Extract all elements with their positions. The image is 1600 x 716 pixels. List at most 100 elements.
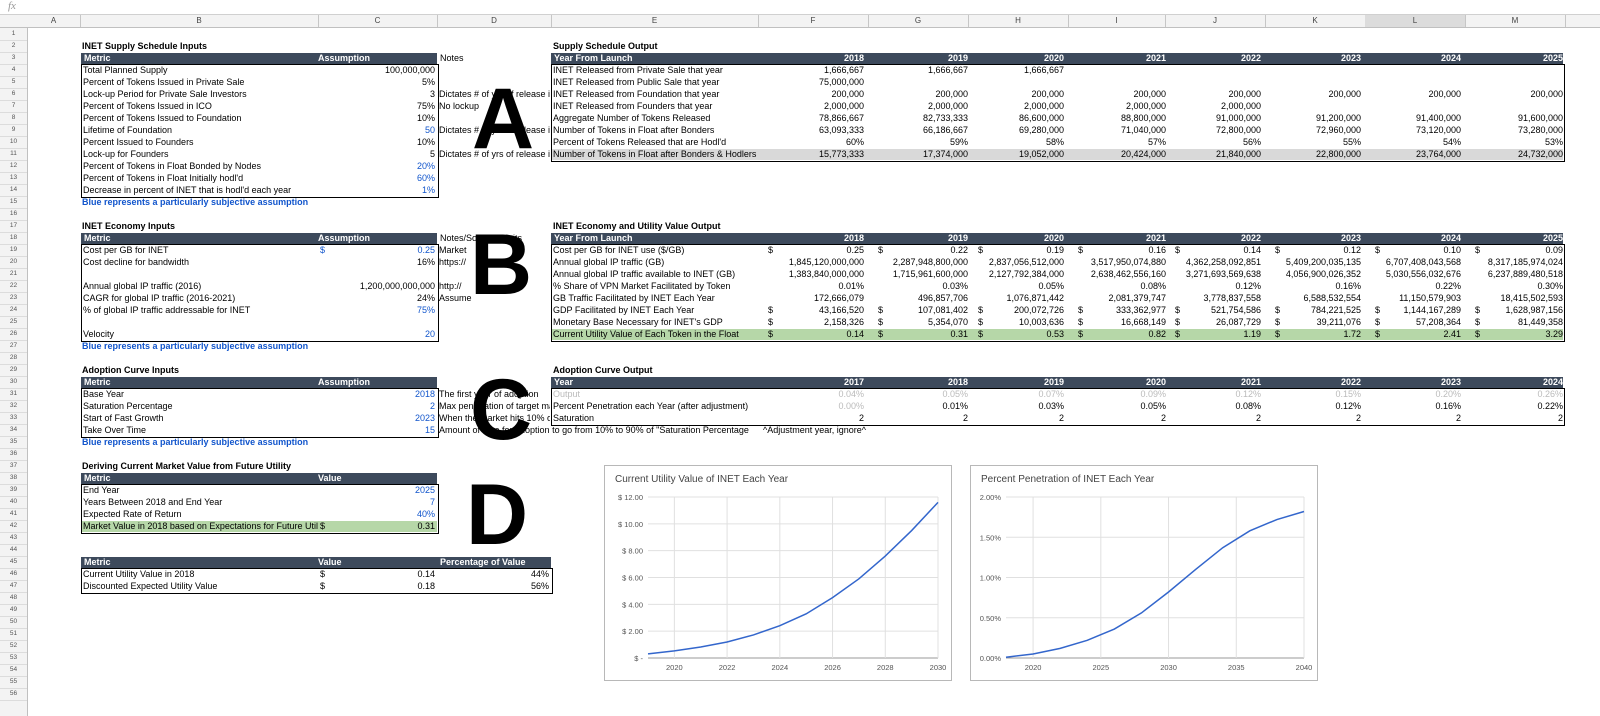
year-header[interactable]: 2019 [947,53,968,63]
year-header[interactable]: 2021 [1145,53,1166,63]
output-label[interactable]: Number of Tokens in Float after Bonders … [553,149,757,159]
currency[interactable]: $ [320,581,326,591]
output-value[interactable]: 91,000,000 [1215,113,1261,123]
output-value[interactable]: 200,000 [1530,89,1563,99]
footnote[interactable]: Blue represents a particularly subjectiv… [82,197,309,207]
header-cell[interactable]: Value [318,473,342,483]
output-value[interactable]: 0.26% [1537,389,1563,399]
column-header[interactable]: I [1068,15,1166,27]
input-value[interactable]: 3 [429,89,435,99]
input-label[interactable]: End Year [83,485,120,495]
output-value[interactable]: 0.16% [1435,401,1461,411]
input-value[interactable]: 75% [416,305,435,315]
currency[interactable]: $ [320,569,326,579]
input-label[interactable]: Lifetime of Foundation [83,125,173,135]
row-header[interactable]: 7 [0,100,27,113]
output-value[interactable]: 2 [1455,413,1461,423]
output-value[interactable]: 1.19 [1243,329,1261,339]
row-header[interactable]: 22 [0,280,27,293]
input-label[interactable]: Lock-up Period for Private Sale Investor… [83,89,247,99]
input-value[interactable]: 1% [421,185,435,195]
row-header[interactable]: 16 [0,208,27,221]
output-value[interactable]: 39,211,076 [1316,317,1361,327]
row-header[interactable]: 46 [0,568,27,581]
output-value[interactable]: 0.15% [1335,389,1361,399]
output-value[interactable]: 0.16% [1335,281,1361,291]
year-header[interactable]: 2025 [1542,233,1563,243]
output-value[interactable]: 56% [1242,137,1261,147]
output-value[interactable]: 2 [1255,413,1261,423]
currency[interactable]: $ [320,521,326,531]
output-value[interactable]: 6,588,532,554 [1303,293,1361,303]
year-header[interactable]: 2017 [843,377,864,387]
row-header[interactable]: 25 [0,316,27,329]
input-value[interactable]: 75% [416,101,435,111]
output-value[interactable]: 333,362,977 [1115,305,1166,315]
column-header[interactable]: B [80,15,319,27]
output-value[interactable]: 69,280,000 [1018,125,1064,135]
row-header[interactable]: 24 [0,304,27,317]
output-value[interactable]: 86,600,000 [1018,113,1064,123]
input-note[interactable]: When the market hits 10% of [439,413,550,423]
row-header[interactable]: 21 [0,268,27,281]
output-label[interactable]: Output [553,389,581,399]
row-header[interactable]: 6 [0,88,27,101]
output-value[interactable]: 1,666,667 [927,65,968,75]
output-value[interactable]: 72,800,000 [1215,125,1261,135]
year-header[interactable]: 2020 [1043,233,1064,243]
output-value[interactable]: 73,280,000 [1517,125,1563,135]
output-value[interactable]: 0.25 [846,245,864,255]
output-label[interactable]: Annual global IP traffic available to IN… [553,269,736,279]
section-title[interactable]: Adoption Curve Inputs [82,365,179,375]
output-value[interactable]: 5,354,070 [927,317,968,327]
input-label[interactable]: Percent of Tokens Issued in Private Sale [83,77,245,87]
output-value[interactable]: 200,072,726 [1013,305,1064,315]
output-value[interactable]: 0.82 [1148,329,1166,339]
input-value[interactable]: 0.25 [417,245,435,255]
row-header[interactable]: 8 [0,112,27,125]
output-value[interactable]: 18,415,502,593 [1500,293,1563,303]
output-value[interactable]: 3.29 [1545,329,1563,339]
output-value[interactable]: 2,000,000 [823,101,864,111]
year-header[interactable]: 2023 [1440,377,1461,387]
output-value[interactable]: 23,764,000 [1415,149,1461,159]
year-header[interactable]: 2022 [1240,233,1261,243]
input-value[interactable]: 7 [429,497,435,507]
row-header[interactable]: 29 [0,364,27,377]
input-value[interactable]: 15 [424,425,435,435]
row-header[interactable]: 54 [0,664,27,677]
input-label[interactable]: Saturation Percentage [83,401,173,411]
row-header[interactable]: 52 [0,640,27,653]
input-note[interactable]: The first year of adoption [439,389,539,399]
output-value[interactable]: 0.01% [942,401,968,411]
year-header[interactable]: 2019 [947,233,968,243]
output-value[interactable]: 2,287,948,800,000 [892,257,968,267]
output-value[interactable]: 2,000,000 [927,101,968,111]
output-value[interactable]: 0.09% [1140,389,1166,399]
output-label[interactable]: GDP Facilitated by INET Each Year [553,305,695,315]
row-header[interactable]: 56 [0,688,27,701]
row-header[interactable]: 48 [0,592,27,605]
chart-utility-value[interactable]: Current Utility Value of INET Each Year … [604,465,952,681]
input-label[interactable]: % of global IP traffic addressable for I… [83,305,251,315]
input-label[interactable]: Decrease in percent of INET that is hodl… [83,185,292,195]
input-label[interactable]: Total Planned Supply [83,65,168,75]
row-header[interactable]: 36 [0,448,27,461]
row-header[interactable]: 39 [0,484,27,497]
output-value[interactable]: 2 [1058,413,1064,423]
output-value[interactable]: 2 [1557,413,1563,423]
output-value[interactable]: 1.72 [1343,329,1361,339]
output-label[interactable]: Percent of Tokens Released that are Hodl… [553,137,727,147]
output-value[interactable]: 496,857,706 [917,293,968,303]
output-value[interactable]: 200,000 [1228,89,1261,99]
input-value[interactable]: 5 [429,149,435,159]
section-title[interactable]: Deriving Current Market Value from Futur… [82,461,292,471]
output-value[interactable]: 5,030,556,032,676 [1385,269,1461,279]
year-header[interactable]: 2024 [1542,377,1563,387]
year-header[interactable]: 2022 [1240,53,1261,63]
row-header[interactable]: 47 [0,580,27,593]
input-note[interactable]: Dictates # of yrs of release in s [439,89,550,99]
output-value[interactable]: 43,166,520 [818,305,864,315]
row-header[interactable]: 38 [0,472,27,485]
section-title[interactable]: Supply Schedule Output [553,41,658,51]
